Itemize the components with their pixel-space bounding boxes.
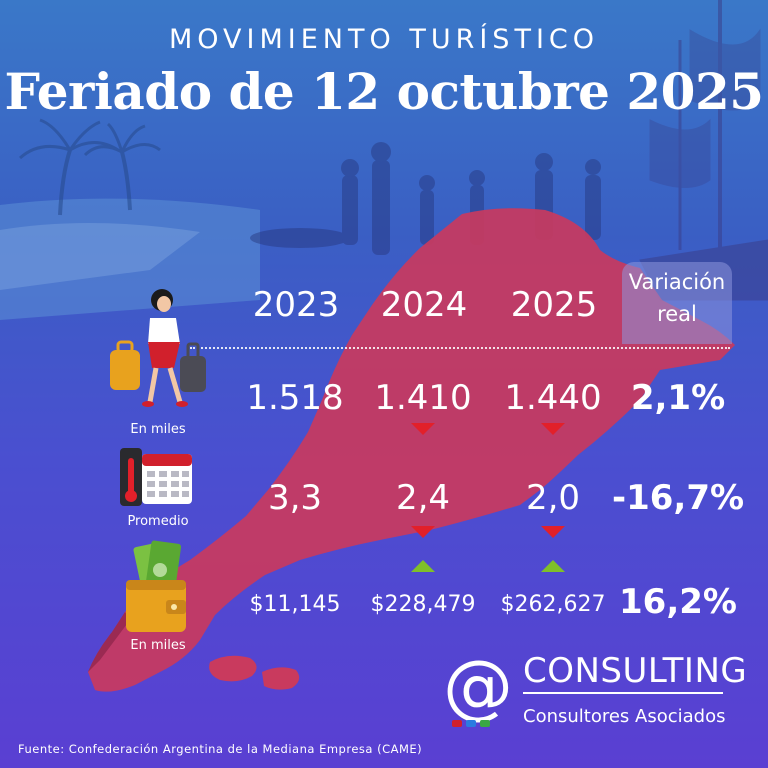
row2-variation: -16,7% — [612, 478, 745, 518]
variation-header-box — [622, 262, 732, 344]
map-islands — [209, 655, 300, 690]
palm-trees — [18, 118, 161, 216]
at-symbol: @ — [443, 650, 513, 727]
row1-2025-value: 1.440 — [504, 378, 602, 418]
row3-variation: 16,2% — [619, 582, 737, 622]
row1-variation: 2,1% — [630, 378, 726, 418]
wallet-cash-icon — [126, 540, 186, 632]
row1-unit-label: En miles — [130, 422, 186, 437]
row2-2023-value: 3,3 — [267, 478, 323, 518]
calendar-thermometer-icon — [120, 448, 192, 506]
row1-2024-value: 1.410 — [374, 378, 472, 418]
map-mainland — [88, 208, 735, 692]
row3-2025-up-arrow-icon — [541, 560, 565, 572]
brand-name: CONSULTING — [523, 651, 748, 691]
map-shadow — [88, 612, 130, 672]
row1-2024-down-arrow-icon — [411, 423, 435, 435]
source-footnote: Fuente: Confederación Argentina de la Me… — [18, 742, 423, 756]
brand-divider — [523, 692, 723, 694]
row3-unit-label: En miles — [130, 638, 186, 653]
row2-2025-down-arrow-icon — [541, 526, 565, 538]
year-2025-header: 2025 — [510, 285, 598, 325]
page-title: Feriado de 12 octubre 2025 — [4, 62, 764, 121]
row3-2024-up-arrow-icon — [411, 560, 435, 572]
row2-unit-label: Promedio — [127, 514, 189, 529]
row3-2024-value: $228,479 — [370, 592, 476, 617]
year-2023-header: 2023 — [252, 285, 340, 325]
row2-2024-value: 2,4 — [395, 478, 451, 518]
explorers-scene — [250, 142, 601, 255]
row3-2025-value: $262,627 — [500, 592, 606, 617]
traveler-icon — [110, 289, 206, 407]
row3-2023-value: $11,145 — [249, 592, 341, 617]
kicker-title: MOVIMIENTO TURÍSTICO — [168, 24, 600, 55]
header-divider — [190, 347, 730, 349]
row2-2025-value: 2,0 — [525, 478, 581, 518]
consulting-logo-icon: @ — [443, 650, 513, 727]
row1-2025-down-arrow-icon — [541, 423, 565, 435]
brand-tagline: Consultores Asociados — [523, 706, 726, 727]
row2-2024-down-arrow-icon — [411, 526, 435, 538]
row1-2023-value: 1.518 — [246, 378, 344, 418]
variation-header: Variación real — [628, 270, 726, 326]
year-2024-header: 2024 — [380, 285, 468, 325]
